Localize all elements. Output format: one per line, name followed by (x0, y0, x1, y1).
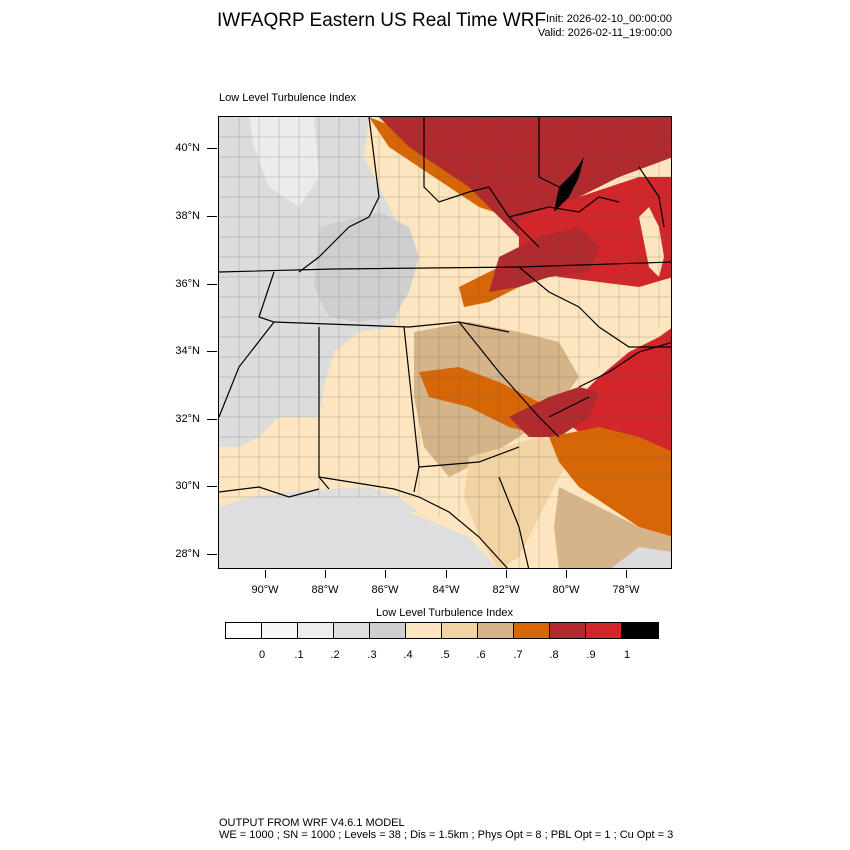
footer-model-info: OUTPUT FROM WRF V4.6.1 MODEL (219, 817, 405, 829)
colorbar-box-3 (334, 623, 370, 638)
colorbar-label-3: .3 (367, 649, 377, 661)
main-title: IWFAQRP Eastern US Real Time WRF (217, 10, 547, 31)
lat-label-38: 38°N (175, 210, 200, 222)
gray-region-kentucky (314, 212, 419, 322)
colorbar-label-10: 1 (623, 649, 631, 661)
darkred-appalachian (489, 227, 599, 292)
lon-tick-88 (325, 570, 326, 578)
colorbar-box-6 (442, 623, 478, 638)
orange-band-appalachian (459, 177, 569, 307)
panel-title: Low Level Turbulence Index (219, 92, 356, 104)
lon-label-84: 84°W (432, 584, 460, 596)
lon-label-80: 80°W (552, 584, 580, 596)
orange-ocean (549, 427, 671, 537)
colorbar-box-5 (406, 623, 442, 638)
lon-tick-84 (446, 570, 447, 578)
legend-title: Low Level Turbulence Index (376, 607, 513, 619)
lat-label-32: 32°N (175, 413, 200, 425)
lon-label-86: 86°W (371, 584, 399, 596)
lat-tick-36 (207, 284, 217, 285)
map-plot (218, 116, 672, 569)
gray-ocean-south (611, 547, 671, 568)
colorbar-label-5: .5 (440, 649, 450, 661)
lon-label-88: 88°W (311, 584, 339, 596)
light-region-north (249, 117, 319, 207)
colorbar-label-1: .1 (294, 649, 304, 661)
tan-region-coastal-plain (464, 437, 579, 568)
init-time: Init: 2026-02-10_00:00:00 (546, 13, 672, 25)
lon-label-78: 78°W (612, 584, 640, 596)
red-ocean (559, 328, 671, 457)
colorbar-label-7: .7 (513, 649, 523, 661)
lon-tick-78 (626, 570, 627, 578)
colorbar-box-0 (226, 623, 262, 638)
lat-tick-40 (207, 148, 217, 149)
colorbar-box-1 (262, 623, 298, 638)
lat-tick-34 (207, 351, 217, 352)
darkred-sc-coast (509, 387, 599, 437)
colorbar-label-9: .9 (586, 649, 596, 661)
lon-tick-82 (506, 570, 507, 578)
footer-config-info: WE = 1000 ; SN = 1000 ; Levels = 38 ; Di… (219, 829, 674, 841)
lat-label-30: 30°N (175, 480, 200, 492)
lon-tick-80 (566, 570, 567, 578)
lat-label-34: 34°N (175, 345, 200, 357)
lat-tick-28 (207, 554, 217, 555)
valid-time: Valid: 2026-02-11_19:00:00 (537, 27, 672, 39)
colorbar-label-2: .2 (330, 649, 340, 661)
lat-label-40: 40°N (175, 142, 200, 154)
colorbar-label-8: .8 (549, 649, 559, 661)
lat-tick-32 (207, 419, 217, 420)
lat-tick-38 (207, 216, 217, 217)
chesapeake-bay (639, 207, 664, 277)
dark-ridge (554, 157, 584, 212)
colorbar-box-11 (622, 623, 658, 638)
lon-tick-86 (385, 570, 386, 578)
colorbar-box-8 (514, 623, 550, 638)
gulf-gray (219, 487, 498, 568)
lon-label-90: 90°W (251, 584, 279, 596)
colorbar-box-7 (478, 623, 514, 638)
colorbar (225, 622, 659, 639)
lon-tick-90 (265, 570, 266, 578)
turbulence-map (219, 117, 671, 568)
lon-label-82: 82°W (492, 584, 520, 596)
lat-label-36: 36°N (175, 278, 200, 290)
colorbar-box-4 (370, 623, 406, 638)
colorbar-label-6: .6 (476, 649, 486, 661)
state-boundaries (219, 117, 671, 568)
lat-label-28: 28°N (175, 548, 200, 560)
colorbar-label-4: .4 (403, 649, 413, 661)
colorbar-box-10 (586, 623, 622, 638)
colorbar-box-2 (298, 623, 334, 638)
lat-tick-30 (207, 486, 217, 487)
county-grid (219, 117, 671, 568)
colorbar-box-9 (550, 623, 586, 638)
colorbar-label-0: 0 (258, 649, 266, 661)
